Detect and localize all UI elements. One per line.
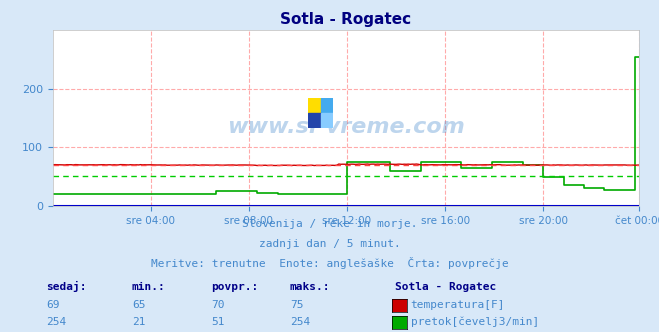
- Bar: [308, 113, 321, 128]
- Title: Sotla - Rogatec: Sotla - Rogatec: [281, 12, 411, 27]
- Text: Sotla - Rogatec: Sotla - Rogatec: [395, 283, 497, 292]
- Text: 51: 51: [211, 317, 224, 327]
- Text: Slovenija / reke in morje.: Slovenija / reke in morje.: [242, 219, 417, 229]
- Bar: [308, 98, 321, 113]
- Text: min.:: min.:: [132, 283, 165, 292]
- Text: 75: 75: [290, 300, 303, 310]
- Text: povpr.:: povpr.:: [211, 283, 258, 292]
- Text: maks.:: maks.:: [290, 283, 330, 292]
- Text: www.si-vreme.com: www.si-vreme.com: [227, 117, 465, 137]
- Text: 21: 21: [132, 317, 145, 327]
- Text: zadnji dan / 5 minut.: zadnji dan / 5 minut.: [258, 239, 401, 249]
- Bar: [321, 113, 333, 128]
- Text: 254: 254: [290, 317, 310, 327]
- Text: pretok[čevelj3/min]: pretok[čevelj3/min]: [411, 316, 539, 327]
- Bar: [321, 98, 333, 113]
- Text: 69: 69: [46, 300, 59, 310]
- Text: temperatura[F]: temperatura[F]: [411, 300, 505, 310]
- Text: 254: 254: [46, 317, 67, 327]
- Text: sedaj:: sedaj:: [46, 282, 86, 292]
- Text: 65: 65: [132, 300, 145, 310]
- Text: Meritve: trenutne  Enote: anglešaške  Črta: povprečje: Meritve: trenutne Enote: anglešaške Črta…: [151, 257, 508, 269]
- Text: 70: 70: [211, 300, 224, 310]
